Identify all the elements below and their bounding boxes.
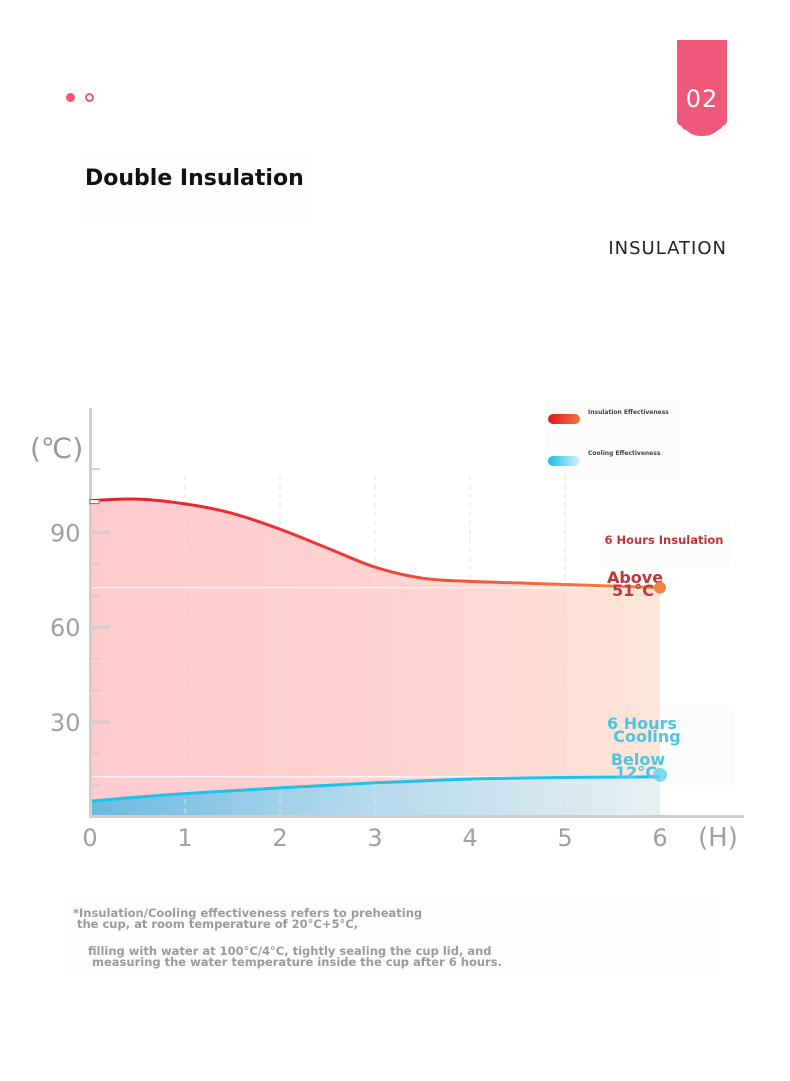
x-tick-label: 1 [177, 824, 192, 852]
insulation-end-point [654, 581, 666, 594]
insulation-annotation-title: 6 Hours Insulation [605, 533, 724, 547]
x-tick-label: 0 [82, 824, 97, 852]
legend-swatch-cooling [548, 456, 580, 466]
x-tick-label: 3 [367, 824, 382, 852]
page-indicator-dot [85, 93, 94, 102]
y-minor-tick [90, 657, 100, 660]
y-minor-tick [90, 594, 100, 597]
y-major-tick [90, 625, 110, 629]
temperature-chart-svg: (℃) (H) 30 60 90 0 1 2 3 4 5 6 Insulatio… [30, 400, 744, 853]
chart-legend: Insulation Effectiveness Cooling Effecti… [548, 409, 669, 466]
insulation-annotation-value: 51°C [612, 581, 654, 600]
footnote-background [70, 895, 720, 975]
cooling-annotation-below: Below [611, 750, 666, 769]
x-axis-unit-label: (H) [698, 823, 738, 853]
temperature-chart: (℃) (H) 30 60 90 0 1 2 3 4 5 6 Insulatio… [0, 400, 790, 870]
y-axis [89, 408, 92, 818]
cooling-annotation-value: 12°C [615, 763, 657, 782]
footnote-line-4: measuring the water temperature inside t… [92, 955, 502, 969]
section-number: 02 [685, 85, 719, 113]
cooling-curve [89, 775, 661, 803]
y-tick-label: 30 [50, 709, 81, 737]
insulation-curve [89, 497, 661, 590]
insulation-annotation-above: Above [607, 568, 663, 587]
footnote-line-2: the cup, at room temperature of 20°C+5°C… [77, 917, 359, 931]
y-major-tick [90, 720, 110, 724]
page-indicator-dot-active [66, 93, 75, 102]
x-tick-label: 5 [557, 824, 572, 852]
footnote-line-3: filling with water at 100°C/4°C, tightly… [88, 944, 492, 958]
vertical-gridlines [184, 475, 566, 817]
cooling-annotation-title: 6 Hours [607, 714, 677, 733]
y-axis-major-ticks [90, 530, 110, 724]
cooling-area [90, 776, 660, 817]
page-title: Double Insulation [85, 166, 304, 191]
y-minor-tick [90, 468, 100, 471]
cooling-annotation-subtitle: Cooling [613, 727, 681, 746]
insulation-start-marker [89, 499, 100, 505]
section-subtitle: INSULATION [608, 238, 727, 259]
y-minor-tick [90, 689, 100, 692]
x-tick-label: 4 [462, 824, 477, 852]
y-minor-tick [90, 562, 100, 565]
y-tick-label: 90 [50, 519, 81, 547]
legend-swatch-insulation [548, 414, 580, 424]
y-major-tick [90, 530, 110, 534]
section-number-badge: 02 [677, 40, 727, 136]
y-tick-label: 60 [50, 614, 81, 642]
x-tick-label: 2 [272, 824, 287, 852]
y-minor-tick [90, 784, 100, 787]
y-minor-tick [90, 752, 100, 755]
legend-label-cooling: Cooling Effectiveness [588, 450, 661, 457]
footnote-line-1: *Insulation/Cooling effectiveness refers… [73, 906, 423, 920]
title-background [80, 152, 310, 218]
x-axis [89, 815, 744, 818]
y-axis-unit-label: (℃) [30, 432, 83, 465]
x-tick-label: 6 [652, 824, 667, 852]
legend-label-insulation: Insulation Effectiveness [588, 409, 669, 416]
cooling-end-point [653, 767, 667, 782]
